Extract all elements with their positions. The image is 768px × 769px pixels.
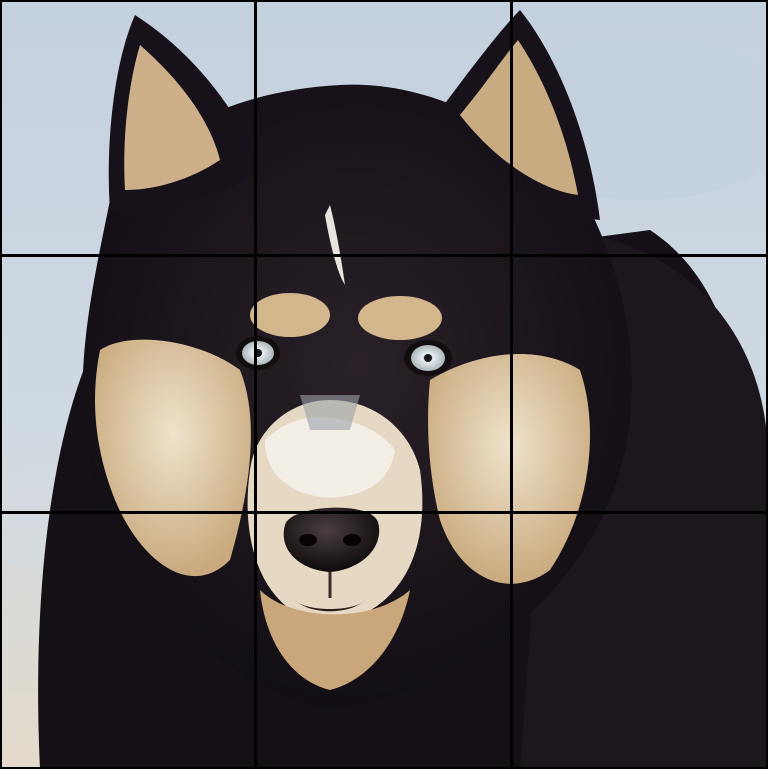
puzzle-tile-r2c1[interactable] — [0, 257, 254, 511]
puzzle-tile-r3c2[interactable] — [257, 514, 510, 769]
grid-line-horizontal-2 — [0, 511, 768, 514]
puzzle-tile-r3c1[interactable] — [0, 514, 254, 769]
puzzle-tile-r1c2[interactable] — [257, 0, 510, 254]
puzzle-tile-r2c3[interactable] — [513, 257, 768, 511]
puzzle-tile-r3c3[interactable] — [513, 514, 768, 769]
puzzle-tile-r1c3[interactable] — [513, 0, 768, 254]
puzzle-tile-r2c2[interactable] — [257, 257, 510, 511]
grid-line-vertical-1 — [254, 0, 257, 769]
puzzle-tile-r1c1[interactable] — [0, 0, 254, 254]
grid-line-vertical-2 — [510, 0, 513, 769]
grid-line-horizontal-1 — [0, 254, 768, 257]
